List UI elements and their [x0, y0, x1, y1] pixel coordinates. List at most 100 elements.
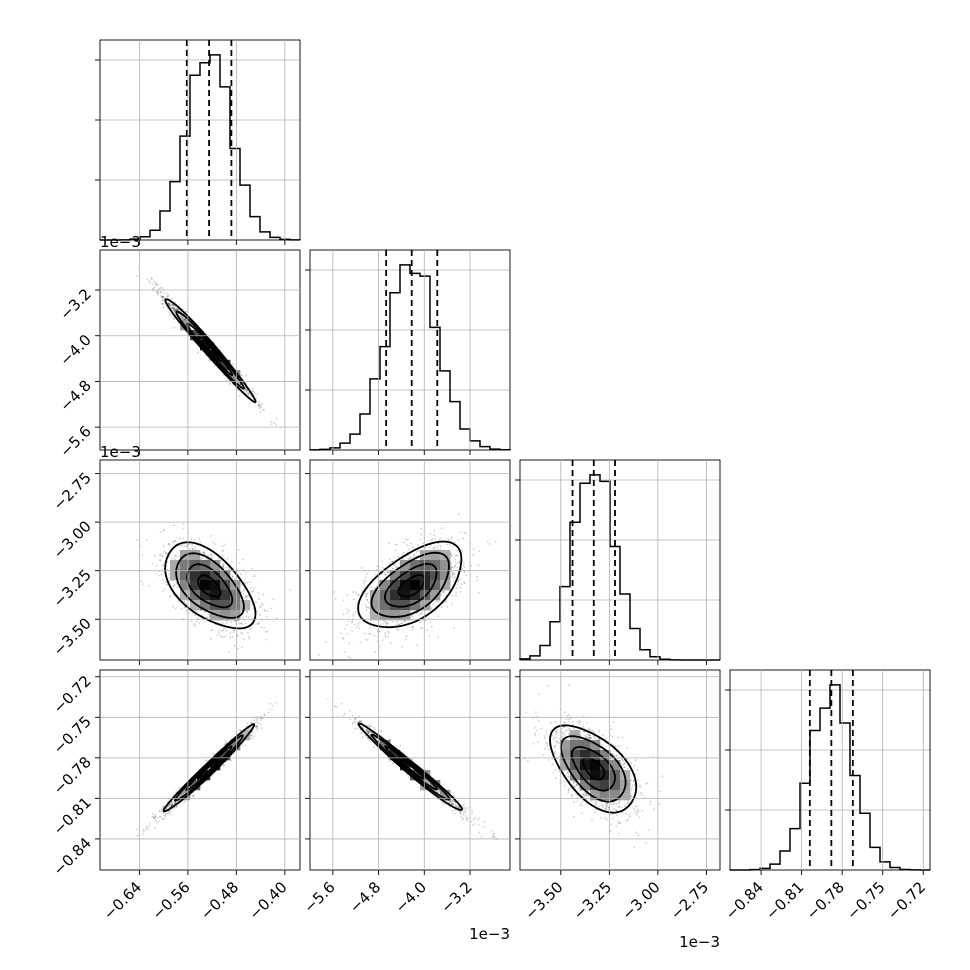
sample-point: [630, 787, 633, 789]
sample-point: [492, 833, 495, 836]
sample-point: [419, 621, 422, 624]
sample-point: [163, 291, 166, 294]
sample-point: [250, 726, 252, 729]
sample-point: [534, 726, 537, 729]
sample-point: [245, 594, 248, 597]
sample-point: [157, 292, 160, 295]
sample-point: [136, 539, 139, 542]
sample-point: [474, 816, 476, 819]
sample-point: [228, 568, 231, 571]
sample-point: [258, 407, 261, 410]
sample-point: [627, 767, 629, 770]
sample-point: [471, 824, 474, 827]
sample-point: [612, 721, 615, 724]
sample-point: [167, 812, 170, 815]
sample-point: [583, 793, 586, 796]
sample-point: [367, 606, 370, 609]
sample-point: [353, 623, 356, 626]
density-cell: [420, 600, 431, 611]
sample-point: [369, 633, 372, 635]
sample-point: [340, 702, 343, 705]
sample-point: [218, 629, 221, 632]
sample-point: [237, 570, 239, 573]
sample-point: [333, 591, 336, 593]
sample-point: [162, 817, 165, 820]
sample-point: [184, 606, 187, 609]
sample-point: [173, 310, 176, 313]
sample-point: [244, 744, 246, 747]
sample-point: [167, 543, 170, 545]
sample-point: [161, 807, 164, 810]
sample-point: [631, 784, 634, 787]
sample-point: [462, 561, 465, 564]
sample-point: [562, 733, 564, 736]
sample-point: [429, 532, 432, 535]
sample-point: [208, 613, 211, 616]
sample-point: [600, 816, 603, 819]
sample-point: [183, 545, 186, 548]
sample-point: [211, 628, 214, 631]
sample-point: [413, 554, 415, 557]
density-cell: [430, 580, 441, 591]
sample-point: [239, 383, 242, 386]
sample-point: [585, 794, 587, 797]
sample-point: [226, 557, 229, 560]
density-cell: [170, 560, 181, 571]
sample-point: [452, 544, 455, 547]
sample-point: [634, 805, 637, 808]
sample-point: [585, 793, 588, 796]
sample-point: [454, 555, 457, 557]
sample-point: [348, 609, 350, 612]
sample-point: [580, 735, 583, 737]
sample-point: [166, 307, 169, 310]
sample-point: [161, 295, 164, 298]
sample-point: [228, 383, 231, 386]
sample-point: [385, 621, 387, 624]
sample-point: [374, 728, 376, 731]
sample-point: [222, 374, 225, 377]
sample-point: [148, 584, 150, 587]
sample-point: [367, 737, 369, 740]
sample-point: [158, 815, 161, 818]
sample-point: [601, 743, 604, 746]
sample-point: [176, 308, 179, 311]
sample-point: [542, 754, 545, 757]
sample-point: [171, 541, 174, 544]
sample-point: [621, 758, 624, 761]
sample-point: [458, 561, 461, 564]
sample-point: [174, 801, 177, 804]
sample-point: [366, 599, 369, 601]
sample-point: [627, 818, 630, 821]
sample-point: [441, 801, 444, 804]
sample-point: [575, 793, 578, 796]
sample-point: [259, 614, 262, 616]
sample-point: [457, 805, 460, 807]
sample-point: [418, 550, 421, 553]
sample-point: [587, 735, 590, 738]
sample-point: [256, 728, 259, 730]
sample-point: [380, 730, 383, 733]
sample-point: [428, 635, 431, 637]
sample-point: [575, 783, 578, 786]
sample-point: [174, 539, 177, 542]
sample-point: [422, 542, 424, 545]
sample-point: [349, 709, 351, 712]
sample-point: [554, 730, 557, 733]
sample-point: [259, 719, 262, 722]
sample-point: [163, 550, 166, 553]
x-tick-label: −0.75: [843, 878, 888, 923]
sample-point: [368, 632, 370, 635]
sample-point: [252, 590, 255, 592]
sample-point: [492, 832, 495, 835]
sample-point: [167, 295, 169, 298]
sample-point: [160, 294, 162, 297]
histogram-panel-4: [725, 669, 931, 871]
sample-point: [156, 572, 158, 575]
sample-point: [170, 304, 173, 307]
sample-point: [174, 558, 176, 561]
sample-point: [265, 638, 267, 641]
sample-point: [163, 588, 166, 591]
sample-point: [368, 731, 371, 733]
sample-point: [625, 812, 628, 815]
sample-point: [256, 718, 258, 721]
